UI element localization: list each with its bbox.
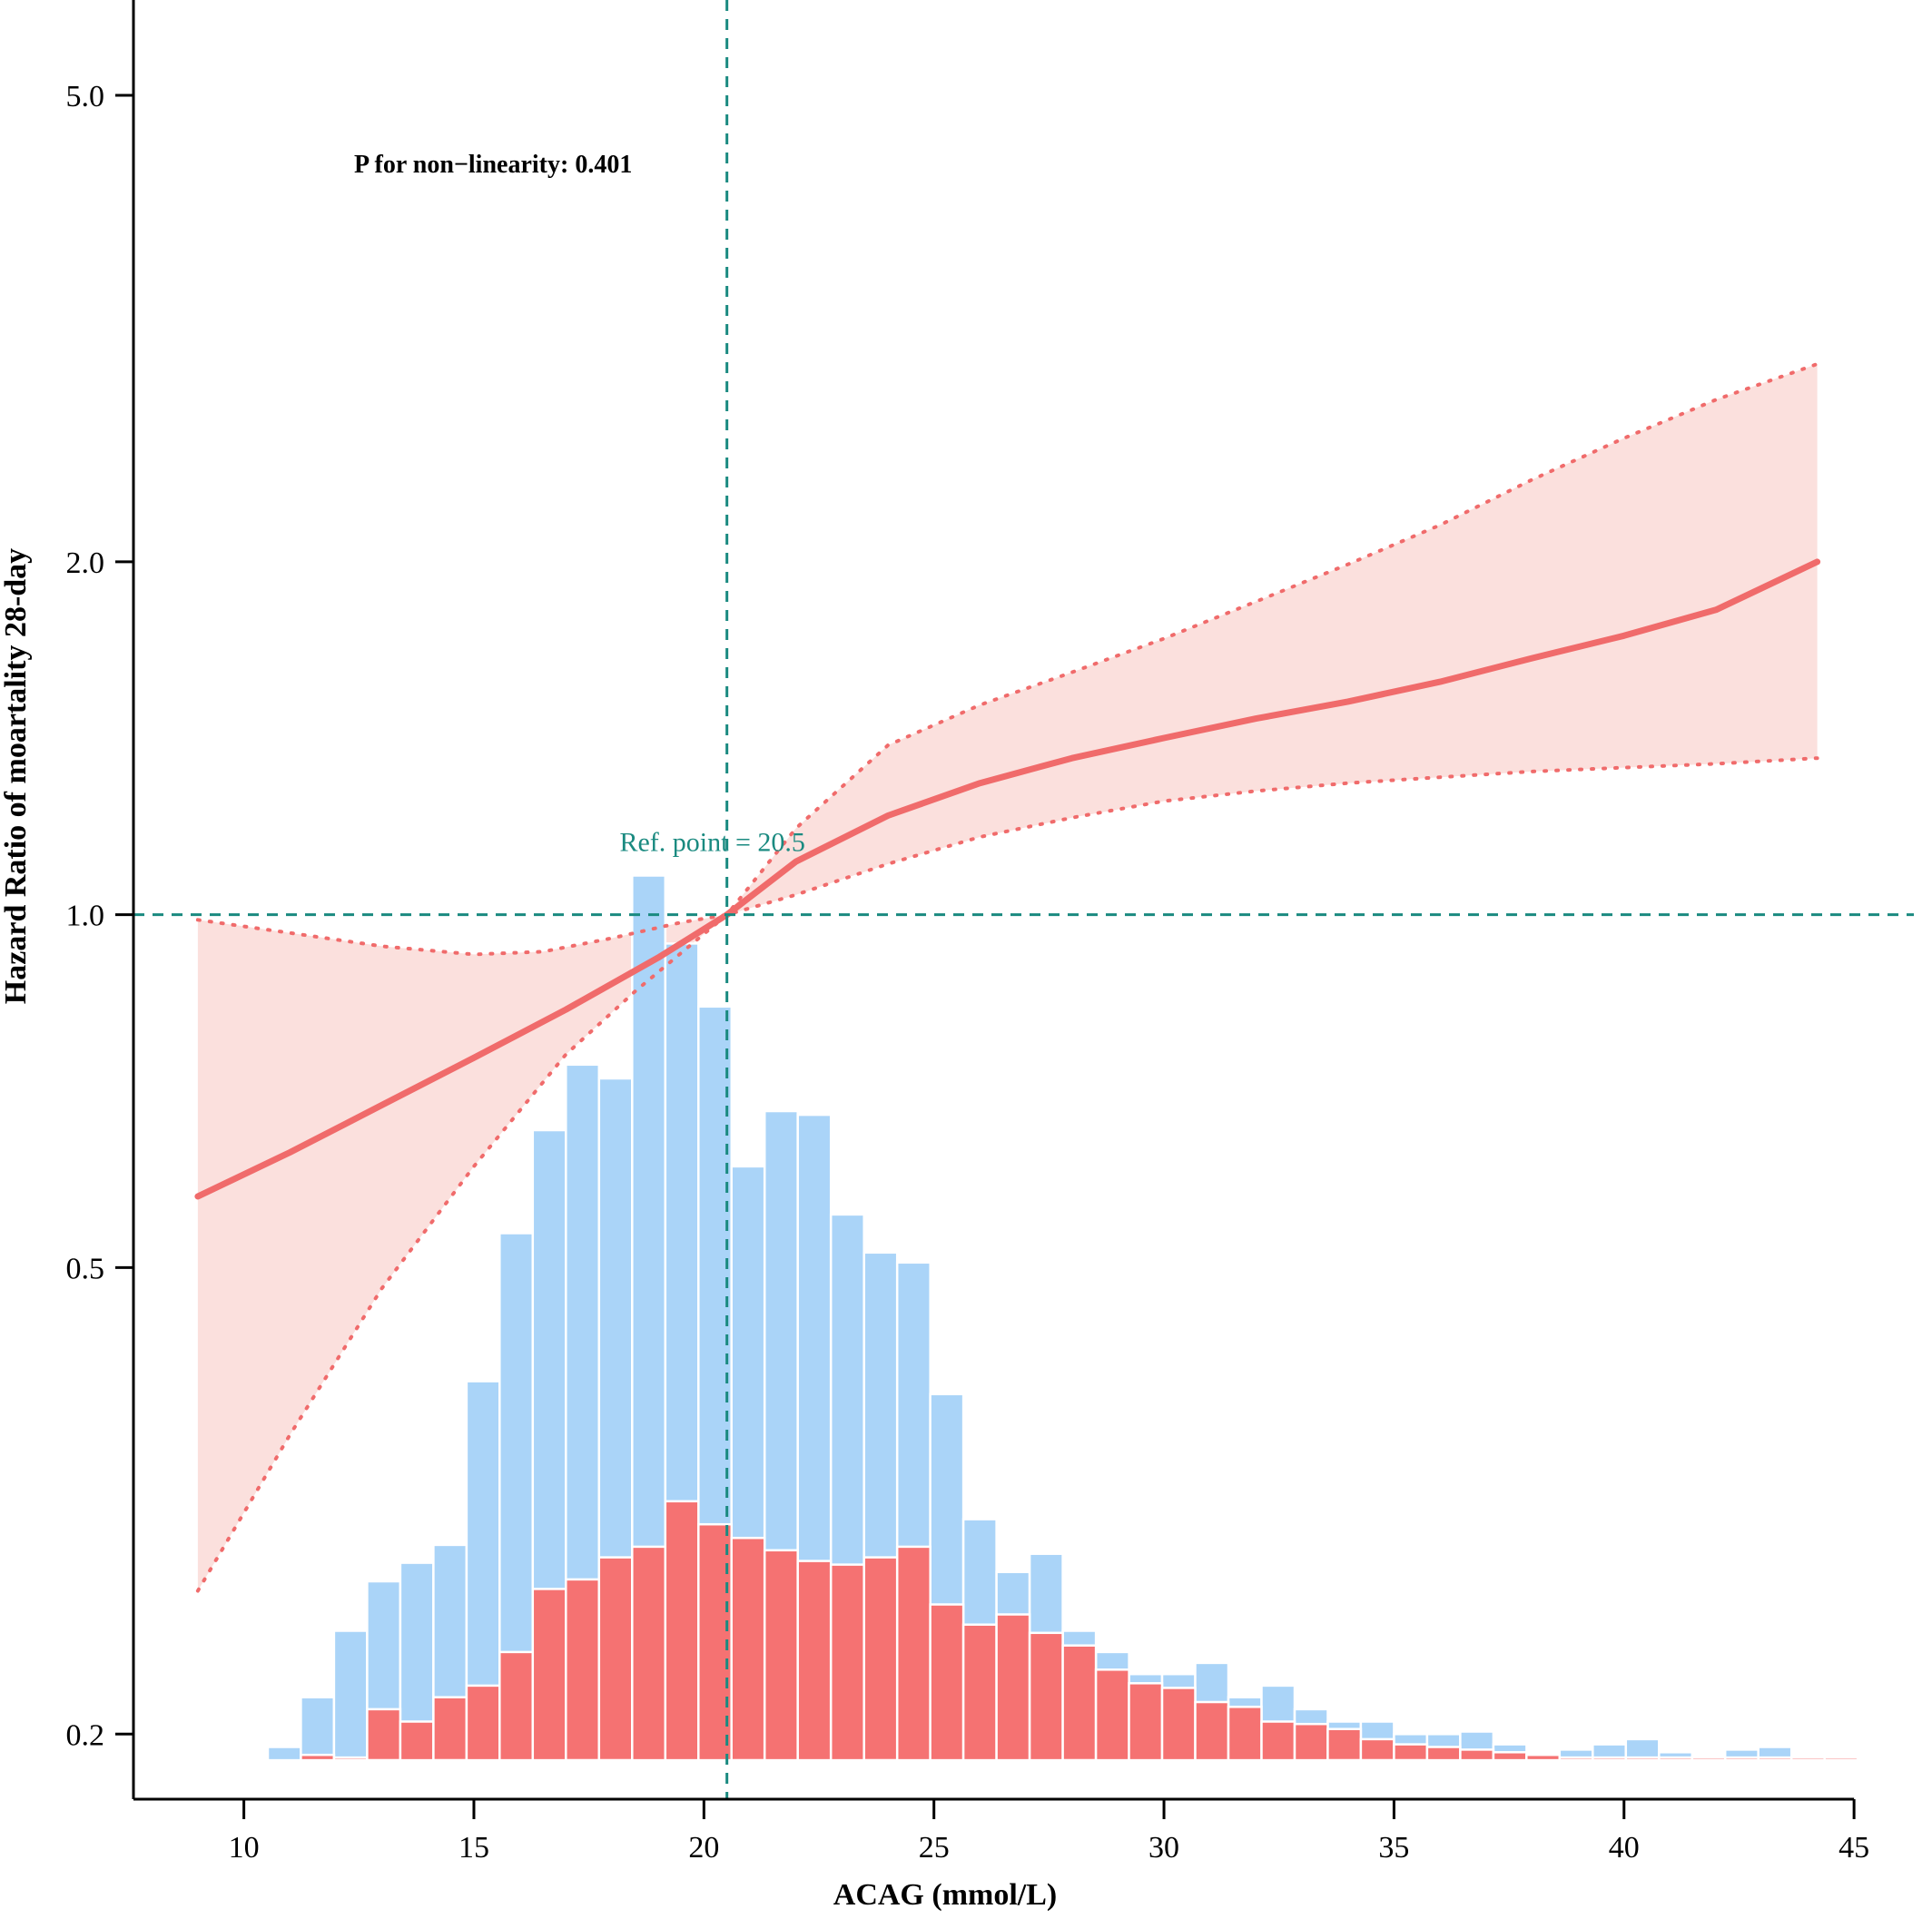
histogram-bar-events — [796, 1560, 833, 1762]
histogram-bar-events — [1260, 1720, 1296, 1762]
histogram-bar-events — [565, 1578, 601, 1762]
y-axis-ticks: 0.2 0.5 1.0 2.0 5.0 — [66, 80, 133, 1752]
histogram-bar-events — [1061, 1644, 1098, 1762]
histogram-bar-events — [1690, 1756, 1727, 1762]
histogram — [266, 874, 1859, 1762]
confidence-lower-line — [195, 362, 1819, 1593]
x-axis-ticks: 10 15 20 25 30 35 40 45 — [229, 1799, 1869, 1865]
y-tick-label: 0.5 — [66, 1252, 105, 1285]
plot-area — [133, 0, 1914, 1799]
histogram-bar-events — [1160, 1687, 1197, 1762]
histogram-bar-events — [961, 1623, 998, 1762]
histogram-bar-events — [366, 1707, 402, 1762]
y-tick-label: 5.0 — [66, 80, 105, 113]
histogram-bar-events — [862, 1556, 899, 1762]
histogram-bar-events — [1624, 1756, 1661, 1762]
axes: 0.2 0.5 1.0 2.0 5.0 10 15 20 25 30 35 40 45 — [66, 0, 1869, 1865]
histogram-bar-events — [1658, 1756, 1694, 1762]
histogram-bar-events — [929, 1603, 965, 1762]
histogram-bar-events — [432, 1696, 468, 1762]
y-tick-label: 0.2 — [66, 1718, 105, 1752]
histogram-bar-events — [895, 1545, 932, 1762]
histogram-bar-events — [763, 1549, 799, 1762]
histogram-bar-events — [1227, 1706, 1263, 1762]
x-tick-label: 25 — [919, 1831, 950, 1865]
histogram-bar-events — [1094, 1668, 1130, 1762]
histogram-bar-total — [266, 1746, 302, 1762]
histogram-bar-events — [1459, 1748, 1495, 1762]
histogram-bar-events — [1194, 1700, 1230, 1762]
histogram-bar-events — [829, 1563, 865, 1762]
histogram-bar-total — [300, 1696, 336, 1762]
histogram-bar-events — [1293, 1722, 1329, 1762]
confidence-band — [197, 364, 1818, 1591]
histogram-bar-events — [465, 1684, 501, 1762]
x-tick-label: 20 — [688, 1831, 719, 1865]
histogram-bar-events — [1823, 1756, 1859, 1762]
histogram-bar-events — [597, 1556, 634, 1762]
histogram-bar-events — [1757, 1756, 1793, 1762]
histogram-bar-total — [332, 1629, 369, 1762]
x-tick-label: 40 — [1609, 1831, 1640, 1865]
histogram-bar-events — [1789, 1756, 1826, 1762]
histogram-bar-events — [498, 1650, 535, 1762]
x-tick-label: 10 — [229, 1831, 260, 1865]
histogram-bar-events — [995, 1613, 1031, 1762]
y-tick-label: 1.0 — [66, 900, 105, 933]
histogram-bar-events — [1128, 1682, 1164, 1762]
histogram-bar-events — [730, 1536, 766, 1762]
x-tick-label: 30 — [1148, 1831, 1179, 1865]
histogram-bar-events — [1028, 1631, 1064, 1762]
histogram-bar-events — [1359, 1737, 1395, 1762]
histogram-bar-events — [1425, 1746, 1462, 1762]
histogram-bar-events — [300, 1753, 336, 1762]
histogram-bar-events — [1525, 1753, 1562, 1762]
x-tick-label: 35 — [1378, 1831, 1409, 1865]
histogram-bar-events — [664, 1500, 700, 1762]
histogram-bar-events — [1592, 1756, 1628, 1762]
histogram-bar-events — [399, 1720, 435, 1762]
y-axis-title: Hazard Ratio of moartality 28-day — [0, 548, 33, 1004]
histogram-bar-events — [1326, 1727, 1363, 1762]
x-tick-label: 45 — [1838, 1831, 1869, 1865]
histogram-bar-events — [631, 1545, 667, 1762]
x-axis-title: ACAG (mmol/L) — [833, 1878, 1057, 1912]
histogram-bar-events — [1558, 1756, 1594, 1762]
nonlinearity-annotation: P for non−linearity: 0.401 — [354, 151, 632, 179]
histogram-bar-events — [1492, 1751, 1528, 1762]
reference-point-label: Ref. point = 20.5 — [619, 828, 804, 858]
histogram-bar-events — [332, 1756, 369, 1762]
histogram-bar-events — [531, 1588, 567, 1762]
hazard-ratio-curve — [194, 558, 1821, 1200]
histogram-bar-events — [1393, 1743, 1429, 1762]
x-tick-label: 15 — [458, 1831, 489, 1865]
y-tick-label: 2.0 — [66, 546, 105, 580]
histogram-bar-events — [1723, 1756, 1760, 1762]
